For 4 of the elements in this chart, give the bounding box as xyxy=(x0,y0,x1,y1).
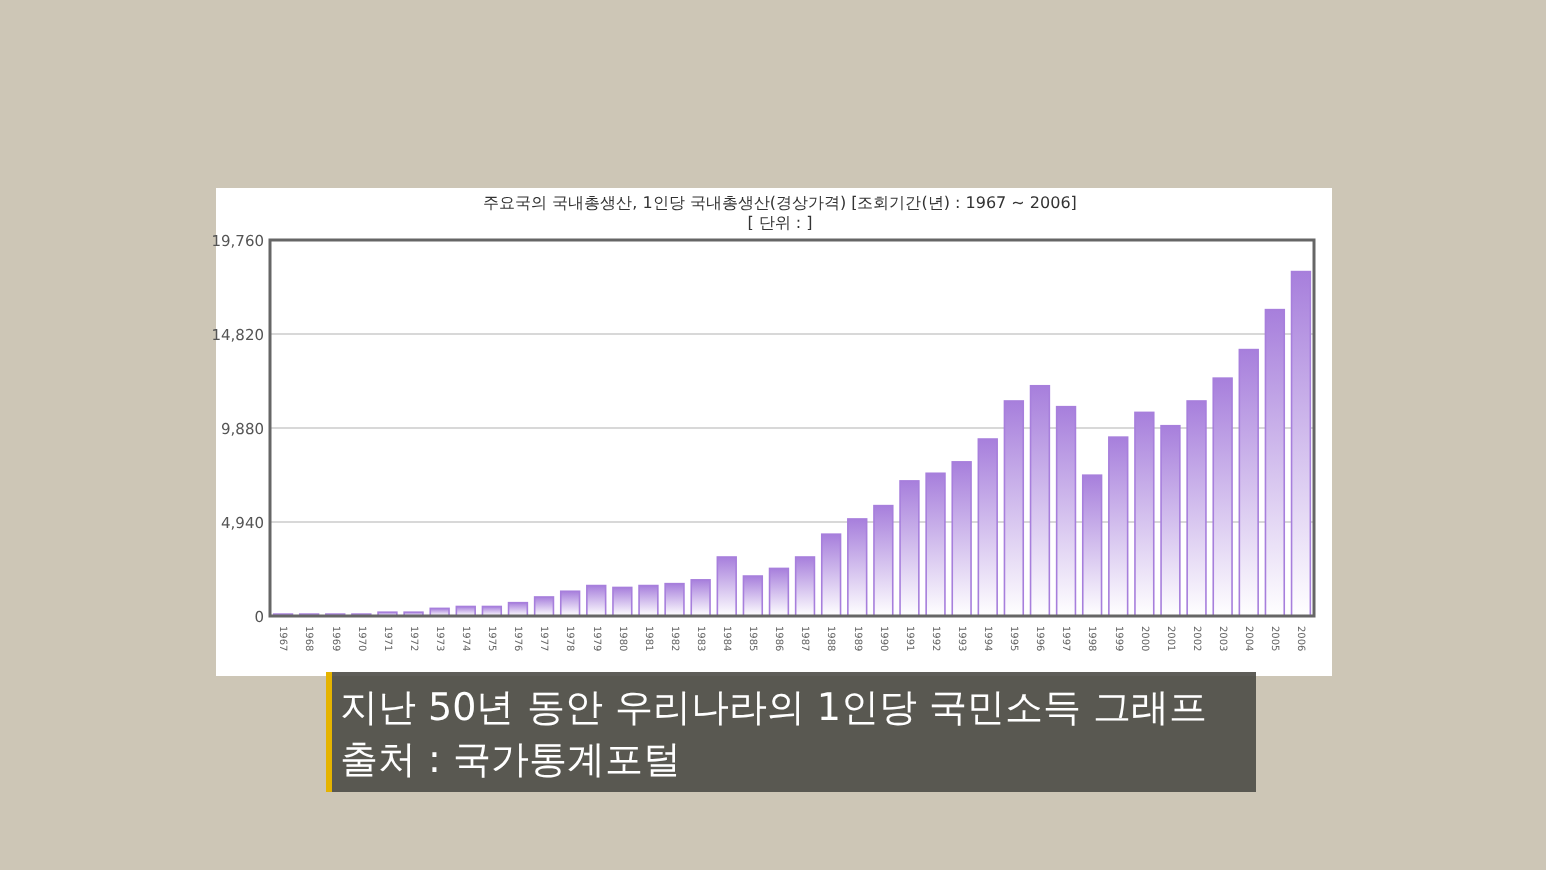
source-note: 출처 : 국가통계포털 xyxy=(340,738,681,782)
chart-title: 주요국의 국내총생산, 1인당 국내총생산(경상가격) [조회기간(년) : 1967 ~ 2006] xyxy=(483,194,1077,212)
text: 지난 50년 동안 우리나라의 1인당 국민소득 그래프 xyxy=(340,686,1208,730)
chart-subtitle: [ 단위 : ] xyxy=(747,214,813,232)
